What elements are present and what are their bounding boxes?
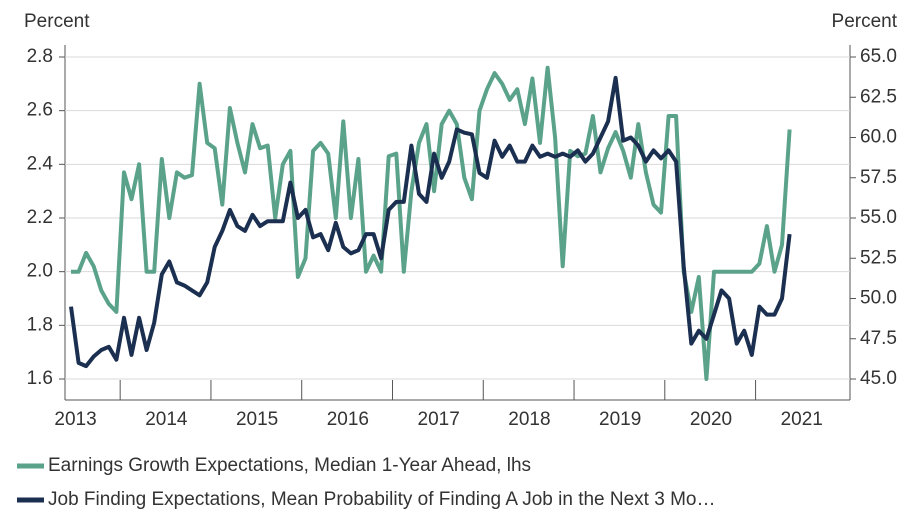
y-axis-label: Percent	[24, 11, 90, 32]
y2-tick-label: 52.5	[860, 247, 897, 268]
x-tick-label: 2014	[145, 409, 188, 430]
y2-tick-label: 45.0	[860, 368, 897, 389]
y-tick-label: 2.2	[27, 207, 53, 228]
y2-axis-label: Percent	[832, 11, 898, 32]
legend-label: Earnings Growth Expectations, Median 1-Y…	[48, 455, 531, 476]
y2-tick-label: 65.0	[860, 46, 897, 67]
y-tick-label: 2.6	[27, 100, 53, 121]
y-tick-label: 1.6	[27, 368, 53, 389]
y2-tick-label: 55.0	[860, 207, 897, 228]
y2-tick-label: 47.5	[860, 328, 897, 349]
x-tick-label: 2018	[508, 409, 550, 430]
x-tick-label: 2017	[418, 409, 460, 430]
series-line	[71, 65, 792, 381]
x-tick-label: 2019	[599, 409, 641, 430]
series-line	[69, 75, 792, 369]
y-tick-label: 1.8	[27, 314, 53, 335]
x-tick-label: 2020	[690, 409, 732, 430]
x-tick-label: 2013	[54, 409, 96, 430]
y2-tick-label: 62.5	[860, 86, 897, 107]
y-tick-label: 2.8	[27, 46, 53, 67]
x-tick-label: 2015	[236, 409, 278, 430]
y2-tick-label: 57.5	[860, 167, 897, 188]
y-tick-label: 2.4	[27, 153, 54, 174]
x-tick-label: 2016	[327, 409, 369, 430]
legend-label: Job Finding Expectations, Mean Probabili…	[48, 489, 715, 510]
y2-tick-label: 60.0	[860, 127, 897, 148]
y-tick-label: 2.0	[27, 261, 53, 282]
x-tick-label: 2021	[781, 409, 823, 430]
y2-tick-label: 50.0	[860, 288, 897, 309]
